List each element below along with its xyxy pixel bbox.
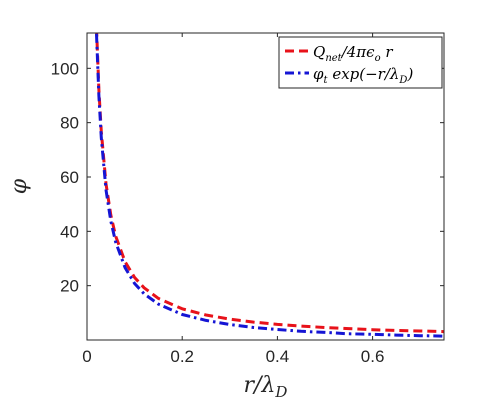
x-tick-label: 0.2	[170, 347, 194, 366]
plot-lines	[95, 33, 444, 338]
y-tick-label: 80	[60, 114, 79, 133]
y-axis-label: φ	[7, 178, 32, 194]
x-tick-label: 0	[82, 347, 91, 366]
plot-frame	[86, 32, 445, 341]
series-line-1	[95, 33, 444, 334]
legend-label: φt exp(−r/λD)	[313, 65, 413, 86]
x-axis-label: r/λD	[244, 373, 288, 401]
legend-box	[278, 36, 443, 89]
x-tick-label: 0.4	[266, 347, 290, 366]
series-line-2	[95, 33, 444, 338]
x-tick-label: 0.6	[361, 347, 385, 366]
y-tick-label: 20	[60, 277, 79, 296]
legend-label: Qnet/4πϵo r	[313, 43, 393, 64]
y-tick-label: 60	[60, 168, 79, 187]
y-axis-ticks: 20 40 60 80 100	[51, 59, 444, 296]
y-tick-label: 40	[60, 222, 79, 241]
legend: Qnet/4πϵo rφt exp(−r/λD)	[278, 36, 443, 89]
y-tick-label: 100	[51, 59, 79, 78]
x-axis-ticks: 0 0.2 0.4 0.6	[82, 33, 384, 366]
